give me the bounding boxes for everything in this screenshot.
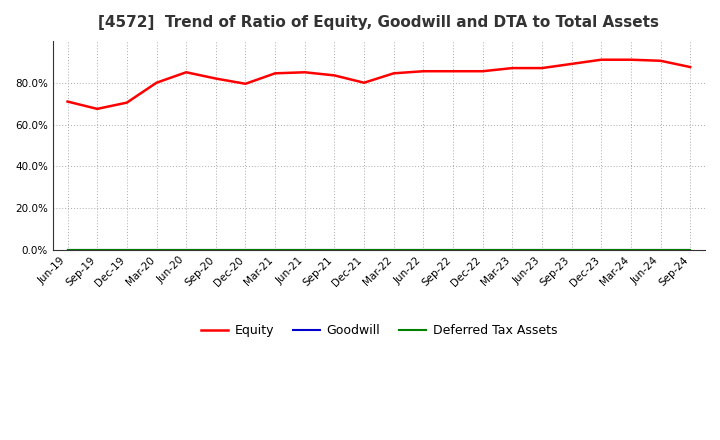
Deferred Tax Assets: [300, 247, 309, 253]
Deferred Tax Assets: [330, 247, 338, 253]
Deferred Tax Assets: [63, 247, 72, 253]
Equity: [508, 66, 517, 71]
Goodwill: [300, 247, 309, 253]
Equity: [122, 100, 131, 105]
Legend: Equity, Goodwill, Deferred Tax Assets: Equity, Goodwill, Deferred Tax Assets: [196, 319, 562, 342]
Deferred Tax Assets: [449, 247, 457, 253]
Deferred Tax Assets: [508, 247, 517, 253]
Goodwill: [241, 247, 250, 253]
Deferred Tax Assets: [656, 247, 665, 253]
Deferred Tax Assets: [122, 247, 131, 253]
Goodwill: [182, 247, 191, 253]
Equity: [330, 73, 338, 78]
Equity: [63, 99, 72, 104]
Goodwill: [390, 247, 398, 253]
Goodwill: [567, 247, 576, 253]
Goodwill: [597, 247, 606, 253]
Equity: [538, 66, 546, 71]
Goodwill: [360, 247, 369, 253]
Deferred Tax Assets: [360, 247, 369, 253]
Equity: [300, 70, 309, 75]
Deferred Tax Assets: [241, 247, 250, 253]
Deferred Tax Assets: [182, 247, 191, 253]
Deferred Tax Assets: [390, 247, 398, 253]
Goodwill: [212, 247, 220, 253]
Equity: [360, 80, 369, 85]
Equity: [686, 64, 695, 70]
Goodwill: [122, 247, 131, 253]
Equity: [419, 69, 428, 74]
Deferred Tax Assets: [626, 247, 635, 253]
Goodwill: [626, 247, 635, 253]
Equity: [271, 71, 279, 76]
Goodwill: [449, 247, 457, 253]
Equity: [93, 106, 102, 111]
Goodwill: [93, 247, 102, 253]
Goodwill: [63, 247, 72, 253]
Goodwill: [686, 247, 695, 253]
Deferred Tax Assets: [597, 247, 606, 253]
Deferred Tax Assets: [152, 247, 161, 253]
Goodwill: [508, 247, 517, 253]
Equity: [182, 70, 191, 75]
Equity: [567, 61, 576, 66]
Goodwill: [271, 247, 279, 253]
Equity: [390, 71, 398, 76]
Goodwill: [152, 247, 161, 253]
Goodwill: [656, 247, 665, 253]
Deferred Tax Assets: [478, 247, 487, 253]
Equity: [152, 80, 161, 85]
Equity: [626, 57, 635, 62]
Equity: [597, 57, 606, 62]
Deferred Tax Assets: [212, 247, 220, 253]
Deferred Tax Assets: [567, 247, 576, 253]
Deferred Tax Assets: [686, 247, 695, 253]
Goodwill: [538, 247, 546, 253]
Line: Equity: Equity: [68, 60, 690, 109]
Deferred Tax Assets: [538, 247, 546, 253]
Deferred Tax Assets: [271, 247, 279, 253]
Deferred Tax Assets: [93, 247, 102, 253]
Goodwill: [478, 247, 487, 253]
Equity: [212, 76, 220, 81]
Goodwill: [330, 247, 338, 253]
Equity: [656, 58, 665, 63]
Equity: [449, 69, 457, 74]
Goodwill: [419, 247, 428, 253]
Deferred Tax Assets: [419, 247, 428, 253]
Equity: [478, 69, 487, 74]
Title: [4572]  Trend of Ratio of Equity, Goodwill and DTA to Total Assets: [4572] Trend of Ratio of Equity, Goodwil…: [99, 15, 660, 30]
Equity: [241, 81, 250, 86]
